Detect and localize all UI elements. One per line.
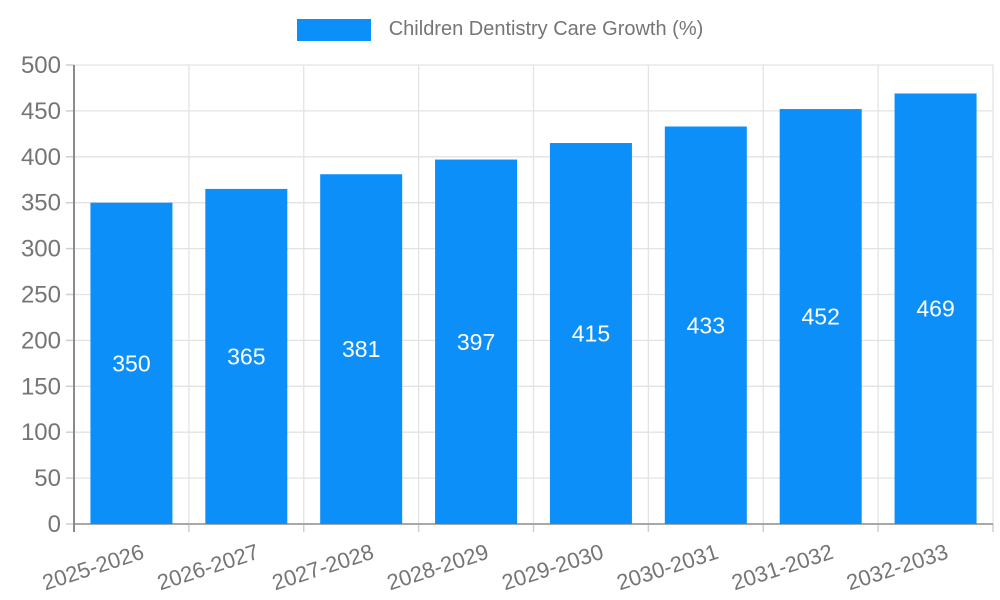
bar-2025-2026[interactable] — [90, 202, 173, 524]
bar-value-label: 397 — [457, 329, 495, 355]
y-tick-label: 0 — [48, 511, 61, 538]
x-tick-label: 2025-2026 — [39, 539, 147, 595]
x-tick-label: 2030-2031 — [614, 539, 722, 595]
bar-2028-2029[interactable] — [435, 159, 518, 524]
y-tick-label: 100 — [21, 419, 61, 446]
x-tick-label: 2031-2032 — [728, 539, 836, 595]
bar-2026-2027[interactable] — [205, 188, 288, 524]
x-tick-label: 2032-2033 — [843, 539, 951, 595]
y-tick-label: 150 — [21, 373, 61, 400]
bar-value-label: 452 — [802, 304, 840, 330]
legend-swatch[interactable] — [296, 18, 371, 41]
y-tick-label: 400 — [21, 144, 61, 171]
x-tick-label: 2028-2029 — [384, 539, 492, 595]
y-tick-label: 300 — [21, 236, 61, 263]
y-tick-label: 450 — [21, 98, 61, 125]
bar-value-label: 469 — [916, 296, 954, 322]
bar-2032-2033[interactable] — [894, 93, 977, 524]
x-tick-label: 2027-2028 — [269, 539, 377, 595]
bar-value-label: 350 — [112, 350, 150, 376]
y-tick-label: 50 — [34, 465, 61, 492]
bar-value-label: 365 — [227, 343, 265, 369]
y-tick-label: 200 — [21, 327, 61, 354]
bar-2029-2030[interactable] — [549, 143, 632, 524]
bar-2027-2028[interactable] — [320, 174, 403, 524]
bar-value-label: 415 — [572, 321, 610, 347]
x-tick-label: 2026-2027 — [154, 539, 262, 595]
y-tick-label: 500 — [21, 52, 61, 79]
bar-value-label: 381 — [342, 336, 380, 362]
x-tick-label: 2029-2030 — [499, 539, 607, 595]
y-tick-label: 250 — [21, 282, 61, 309]
y-tick-label: 350 — [21, 190, 61, 217]
chart-legend[interactable]: Children Dentistry Care Growth (%) — [0, 18, 1000, 41]
bar-value-label: 433 — [687, 312, 725, 338]
bar-2030-2031[interactable] — [664, 126, 747, 525]
bar-2031-2032[interactable] — [779, 109, 862, 525]
legend-label[interactable]: Children Dentistry Care Growth (%) — [388, 18, 704, 40]
